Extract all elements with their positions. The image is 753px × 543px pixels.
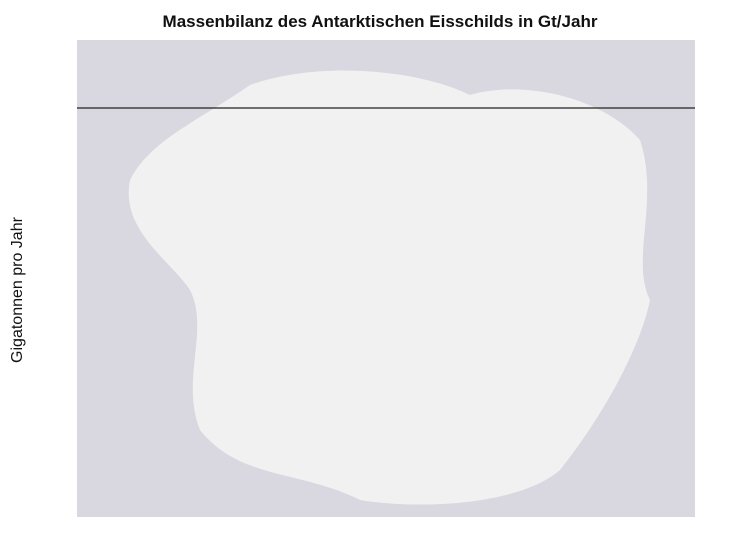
antarctica-silhouette (128, 70, 650, 505)
chart-title: Massenbilanz des Antarktischen Eisschild… (163, 12, 598, 31)
y-axis-label: Gigatonnen pro Jahr (9, 216, 26, 363)
plot-area (77, 40, 695, 517)
